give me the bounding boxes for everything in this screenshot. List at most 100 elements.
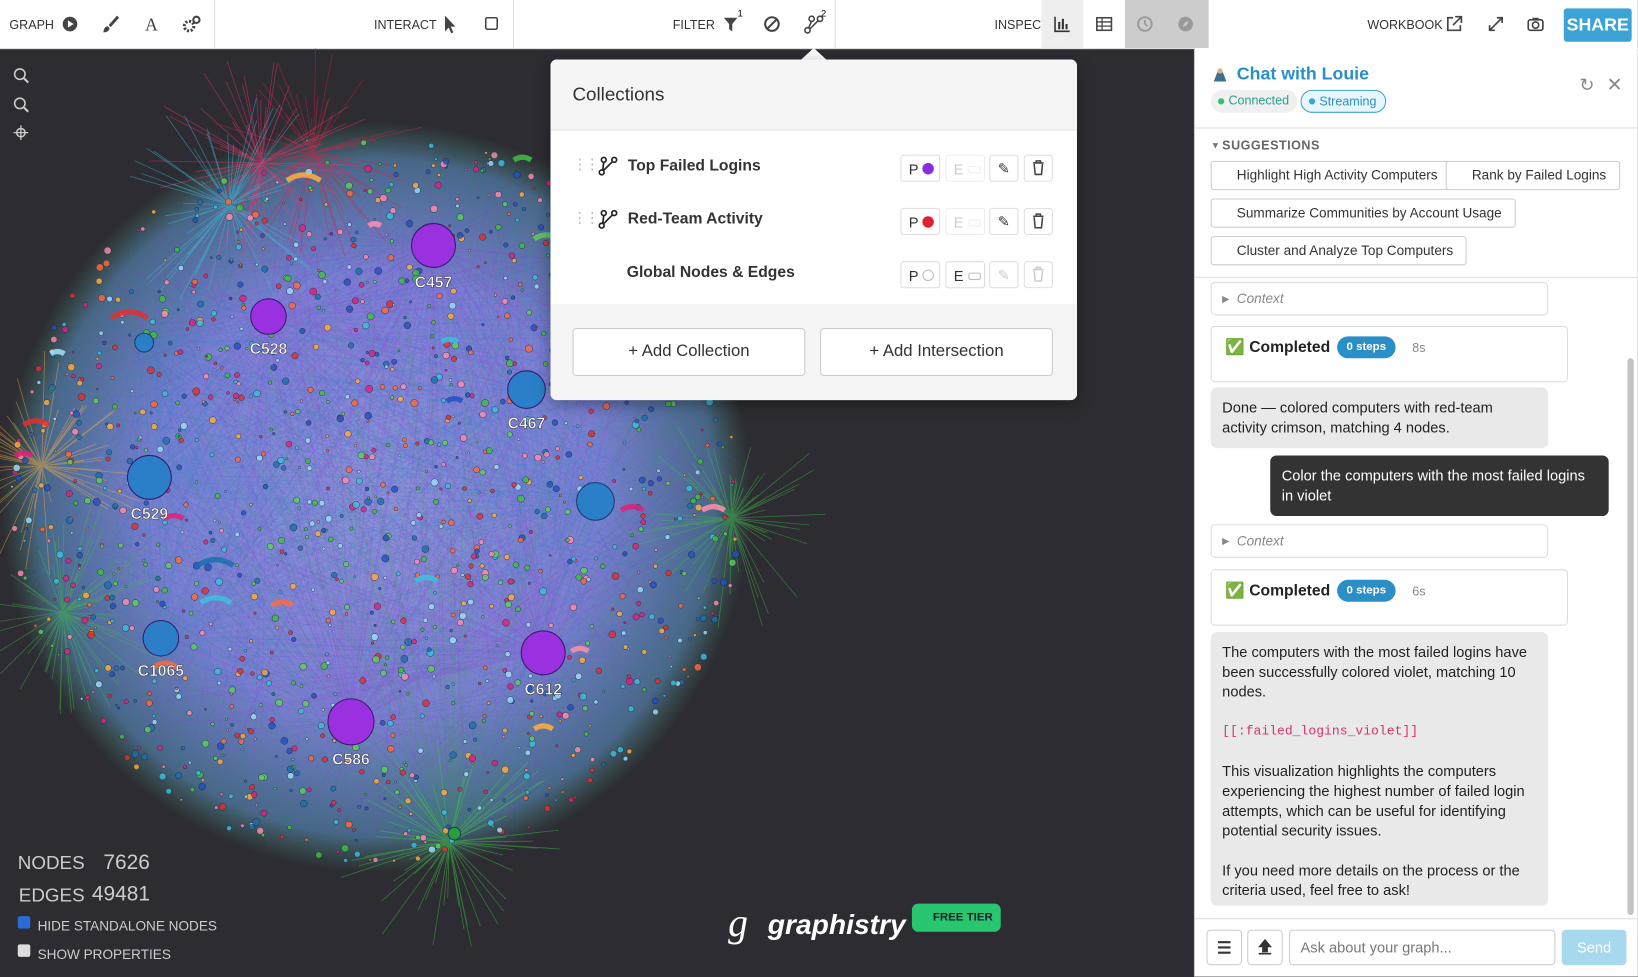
add-intersection-button[interactable]: + Add Intersection <box>820 328 1053 377</box>
suggestion-button[interactable]: Highlight High Activity Computers <box>1210 160 1452 191</box>
node <box>244 779 248 783</box>
screenshot-button[interactable] <box>1524 13 1547 36</box>
node <box>634 418 639 424</box>
node <box>481 574 489 581</box>
node <box>467 807 472 812</box>
node <box>234 732 241 739</box>
node <box>239 656 246 662</box>
collapse-caret[interactable]: ▼ <box>1210 139 1221 151</box>
checkbox-checked[interactable] <box>17 916 31 929</box>
chat-input[interactable]: Ask about your graph... <box>1289 929 1556 966</box>
node <box>654 678 661 685</box>
node <box>380 766 389 774</box>
label-button[interactable]: A <box>140 13 163 36</box>
center[interactable] <box>13 125 29 140</box>
node <box>426 647 432 653</box>
node <box>545 506 551 513</box>
node <box>256 674 263 681</box>
send-button[interactable]: Send <box>1561 929 1627 966</box>
node <box>731 550 740 559</box>
hub-node <box>411 223 456 268</box>
node <box>290 411 295 416</box>
node <box>214 668 222 676</box>
node <box>554 798 558 802</box>
checkbox[interactable] <box>17 944 31 957</box>
node <box>105 422 109 426</box>
node <box>156 600 160 604</box>
node-arc <box>440 336 460 345</box>
node <box>115 296 121 303</box>
node <box>404 278 410 283</box>
play-button[interactable] <box>58 13 81 36</box>
points-toggle[interactable]: P <box>900 154 941 182</box>
edit-button[interactable]: ✎ <box>989 207 1019 236</box>
exclude-button[interactable] <box>760 13 783 36</box>
zoom-in[interactable] <box>13 68 29 84</box>
table-button[interactable] <box>1093 13 1116 36</box>
node <box>123 738 127 742</box>
edges-toggle[interactable]: E <box>945 154 986 182</box>
louie-icon <box>1213 67 1227 82</box>
node <box>694 493 702 501</box>
node <box>256 827 264 835</box>
node <box>403 831 408 837</box>
node <box>431 320 436 325</box>
brush-button[interactable] <box>99 13 122 36</box>
edit-button[interactable]: ✎ <box>989 261 1019 289</box>
close-button[interactable]: ✕ <box>1606 74 1623 96</box>
node <box>431 163 436 168</box>
context-toggle[interactable]: ▶ Context <box>1210 282 1549 316</box>
node <box>130 389 134 394</box>
scrollbar[interactable] <box>1627 358 1634 916</box>
delete-button[interactable] <box>1023 207 1053 236</box>
share-button[interactable]: SHARE <box>1563 8 1632 42</box>
tier-badge[interactable]: FREE TIER <box>911 903 1001 932</box>
delete-button[interactable] <box>1023 261 1053 289</box>
node <box>262 483 269 490</box>
node <box>684 499 688 502</box>
zoom-out[interactable] <box>13 97 29 113</box>
node <box>313 343 320 350</box>
node <box>271 692 276 696</box>
open-button[interactable] <box>1443 13 1466 36</box>
context-label: Context <box>1236 532 1284 549</box>
edit-button[interactable]: ✎ <box>989 154 1019 182</box>
add-collection-button[interactable]: + Add Collection <box>572 328 806 377</box>
context-toggle[interactable]: ▶ Context <box>1210 524 1549 558</box>
list-button[interactable] <box>1206 929 1243 966</box>
upload-button[interactable] <box>1247 929 1283 966</box>
points-toggle[interactable]: P <box>900 207 941 236</box>
node <box>319 390 326 397</box>
points-toggle[interactable]: P <box>900 261 941 289</box>
node <box>449 628 453 633</box>
node <box>512 561 519 568</box>
node <box>253 389 261 398</box>
node <box>272 432 276 436</box>
node <box>180 530 185 535</box>
edges-toggle[interactable]: E <box>945 207 986 236</box>
edges-toggle[interactable]: E <box>945 261 986 289</box>
node <box>626 647 630 651</box>
node <box>228 793 234 799</box>
suggestion-button[interactable]: Summarize Communities by Account Usage <box>1210 198 1516 228</box>
node <box>471 553 477 560</box>
node <box>495 644 499 648</box>
histogram-button[interactable] <box>1051 13 1074 36</box>
suggestion-button[interactable]: Rank by Failed Logins <box>1445 160 1620 191</box>
node <box>151 719 158 725</box>
suggestion-button[interactable]: Cluster and Analyze Top Computers <box>1210 236 1467 266</box>
filter-button[interactable] <box>720 13 743 36</box>
refresh-button[interactable]: ↻ <box>1579 75 1595 96</box>
node <box>360 139 367 146</box>
node <box>647 480 654 487</box>
node <box>465 392 471 398</box>
pointer-button[interactable] <box>438 13 461 36</box>
node <box>270 364 278 371</box>
collections-button[interactable] <box>802 13 825 36</box>
fullscreen-button[interactable] <box>1484 13 1507 36</box>
box-select-button[interactable] <box>479 13 502 36</box>
node <box>286 287 294 295</box>
delete-button[interactable] <box>1023 154 1053 182</box>
node <box>12 464 21 472</box>
settings-button[interactable] <box>181 13 204 36</box>
